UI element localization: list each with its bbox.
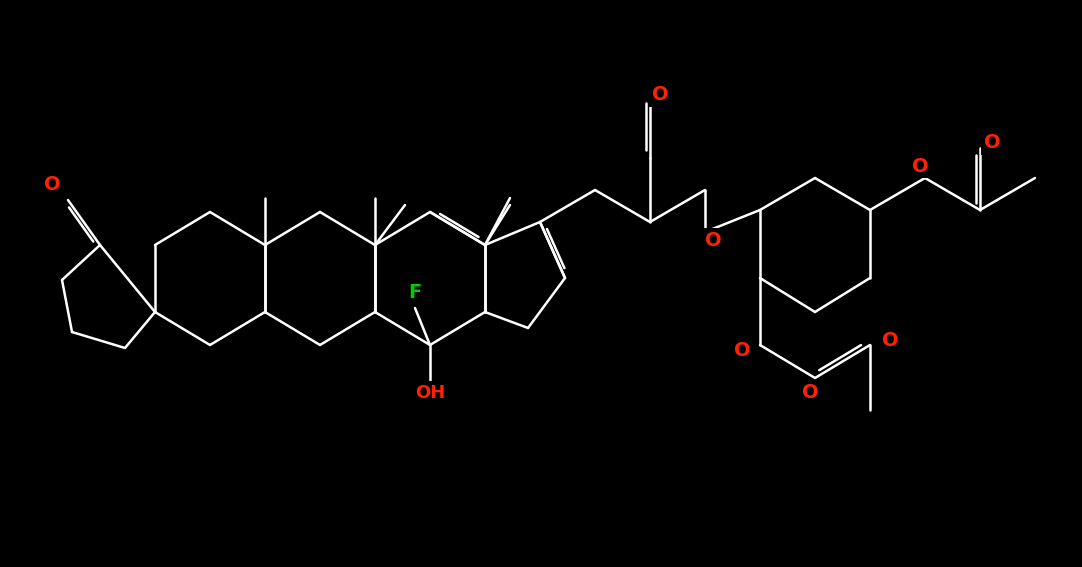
Text: O: O: [651, 86, 669, 104]
Text: O: O: [802, 383, 818, 403]
Text: O: O: [882, 331, 898, 349]
Text: O: O: [984, 133, 1001, 153]
Text: OH: OH: [414, 384, 445, 402]
Text: O: O: [43, 176, 61, 194]
Text: O: O: [704, 231, 722, 249]
Text: F: F: [408, 284, 422, 303]
Text: O: O: [912, 156, 928, 176]
Text: O: O: [734, 341, 750, 359]
